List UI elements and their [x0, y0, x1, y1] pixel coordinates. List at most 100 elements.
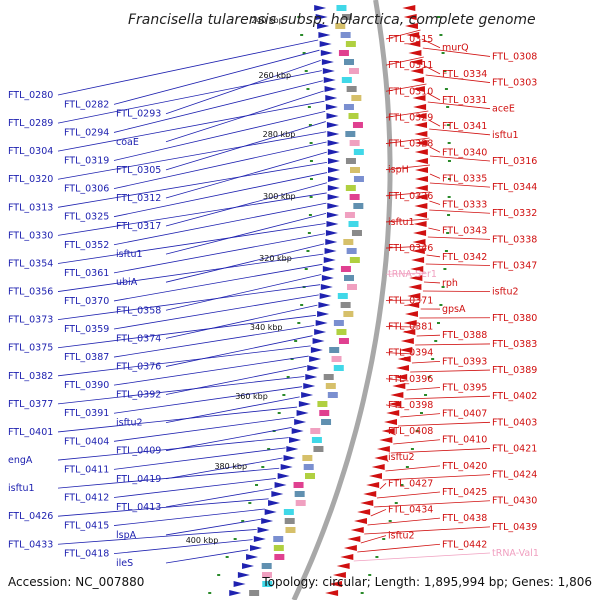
label-connector — [385, 465, 441, 472]
label-connector — [385, 110, 429, 118]
label-connector — [382, 474, 491, 481]
forward-gene-arrow — [321, 59, 334, 65]
forward-gene-arrow — [327, 203, 340, 209]
gc-marker — [306, 88, 310, 90]
forward-gene-label: FTL_0313 — [8, 202, 53, 213]
gc-marker — [394, 502, 398, 504]
forward-gene-label: FTL_0280 — [8, 90, 53, 101]
gc-marker — [431, 358, 435, 360]
kbp-tick-label: 240 kbp — [251, 16, 284, 25]
gc-marker — [297, 16, 301, 18]
gene-block — [317, 401, 328, 407]
gc-marker — [307, 106, 311, 108]
forward-gene-label: FTL_0293 — [116, 109, 161, 120]
gene-block — [349, 140, 360, 146]
gc-marker — [368, 574, 372, 576]
reverse-gene-arrow — [384, 419, 398, 425]
label-connector — [385, 29, 421, 40]
kbp-tick-label: 400 kbp — [186, 536, 219, 545]
gc-marker — [302, 52, 306, 54]
gene-label-layer: FTL_0280 FTL_0282 FTL_0293 FTL_0289 FTL_0294… — [8, 34, 539, 569]
forward-gene-arrow — [246, 554, 259, 560]
forward-gene-arrow — [324, 86, 337, 92]
forward-gene-arrow — [294, 419, 307, 425]
gene-block — [303, 464, 314, 470]
label-connector — [113, 539, 253, 555]
gc-marker — [415, 430, 419, 432]
trna-label: tRNA-Val1 — [492, 548, 539, 559]
reverse-gene-label: isftu2 — [492, 287, 519, 298]
gc-marker — [439, 304, 443, 306]
label-connector — [422, 47, 491, 57]
reverse-gene-label: FTL_0421 — [492, 443, 537, 454]
forward-gene-arrow — [283, 455, 296, 461]
gene-block — [343, 239, 354, 245]
gc-marker — [443, 268, 447, 270]
gc-marker — [447, 178, 451, 180]
reverse-gene-arrow — [366, 482, 380, 488]
forward-gene-label: FTL_0412 — [64, 492, 109, 503]
reverse-gene-label: FTL_0334 — [442, 69, 487, 80]
gc-marker — [434, 340, 438, 342]
label-connector — [165, 427, 292, 452]
reverse-gene-arrow — [343, 545, 357, 551]
gene-block — [346, 248, 357, 254]
forward-gene-arrow — [310, 347, 323, 353]
forward-gene-label: FTL_0404 — [64, 436, 109, 447]
gc-marker — [309, 142, 313, 144]
reverse-gene-label: FTL_0402 — [492, 391, 537, 402]
feature-layer — [208, 5, 451, 596]
gene-block — [353, 203, 364, 209]
label-connector — [57, 376, 305, 405]
forward-gene-arrow — [264, 509, 277, 515]
reverse-gene-arrow — [407, 293, 421, 299]
reverse-gene-arrow — [409, 59, 423, 65]
kbp-tick-label: 360 kbp — [235, 392, 268, 401]
forward-gene-label: FTL_0325 — [64, 212, 109, 223]
forward-gene-label: FTL_0375 — [8, 343, 53, 354]
reverse-gene-label: FTL_0315 — [388, 34, 433, 45]
forward-gene-label: FTL_0304 — [8, 146, 53, 157]
reverse-gene-arrow — [381, 428, 395, 434]
label-connector — [113, 355, 309, 386]
label-connector — [425, 74, 491, 83]
reverse-gene-label: FTL_0410 — [442, 435, 487, 446]
forward-gene-label: FTL_0419 — [116, 474, 161, 485]
gene-block — [343, 311, 354, 317]
gene-block — [351, 95, 362, 101]
gc-marker — [382, 538, 386, 540]
reverse-gene-arrow — [414, 203, 428, 209]
gene-block — [284, 518, 295, 524]
reverse-gene-label: FTL_0393 — [442, 356, 487, 367]
reverse-gene-label: rph — [442, 278, 458, 289]
forward-gene-arrow — [326, 212, 339, 218]
label-connector — [57, 253, 324, 292]
gene-block — [325, 383, 336, 389]
label-connector — [367, 517, 441, 526]
gene-block — [353, 149, 364, 155]
forward-gene-label: FTL_0409 — [116, 446, 161, 457]
reverse-gene-label: FTL_0371 — [388, 295, 433, 306]
label-connector — [165, 151, 327, 199]
reverse-gene-label: FTL_0383 — [492, 339, 537, 350]
reverse-gene-arrow — [397, 356, 411, 362]
label-connector — [357, 543, 441, 553]
gc-marker — [290, 358, 294, 360]
gc-marker — [439, 34, 443, 36]
forward-gene-label: isftu1 — [116, 249, 143, 260]
reverse-gene-label: isftu2 — [388, 452, 415, 463]
forward-gene-arrow — [323, 257, 336, 263]
gc-marker — [267, 448, 271, 450]
forward-gene-label: FTL_0411 — [64, 464, 109, 475]
forward-gene-arrow — [327, 158, 340, 164]
label-connector — [429, 200, 441, 205]
label-connector — [385, 218, 429, 223]
label-connector — [57, 437, 289, 461]
reverse-gene-label: FTL_0403 — [492, 417, 537, 428]
label-connector — [165, 243, 325, 283]
reverse-gene-arrow — [414, 140, 428, 146]
label-connector — [429, 146, 441, 153]
gene-block — [249, 590, 260, 596]
reverse-gene-label: FTL_0395 — [442, 382, 487, 393]
forward-gene-arrow — [327, 149, 340, 155]
